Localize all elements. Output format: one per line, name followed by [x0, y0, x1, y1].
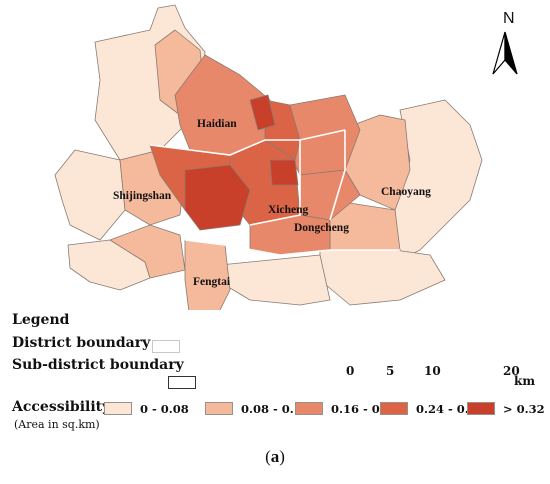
north-label: N [503, 10, 515, 27]
region-south [219, 254, 331, 306]
region-core-north [249, 94, 276, 131]
scale-tick-10: 10 [424, 364, 441, 378]
legend-class-label-1: 0 - 0.08 [140, 402, 189, 416]
region-far-west [54, 149, 126, 241]
choropleth-map [54, 4, 518, 310]
region-fengtai-south [184, 239, 231, 310]
legend-district-boundary-label: District boundary [12, 335, 151, 351]
region-south-east [319, 244, 446, 306]
district-label-haidian: Haidian [197, 118, 237, 130]
figure-caption: (a) [265, 447, 285, 466]
legend-class-swatch-5 [467, 402, 495, 415]
legend-sub-district-boundary-swatch [168, 376, 196, 389]
legend-class-label-2: 0.08 - 0.16 [241, 402, 310, 416]
legend-class-swatch-1 [104, 402, 132, 415]
district-label-dongcheng: Dongcheng [294, 222, 349, 234]
scale-tick-20: 20 [503, 364, 520, 378]
legend-area-unit-note: (Area in sq.km) [14, 418, 100, 431]
scale-unit: km [514, 374, 536, 388]
region-east-outer [394, 99, 483, 261]
district-label-shijingshan: Shijingshan [113, 190, 172, 202]
region-core-east [269, 159, 299, 186]
district-label-chaoyang: Chaoyang [381, 186, 431, 198]
north-arrow-icon [492, 31, 518, 75]
legend-class-swatch-2 [205, 402, 233, 415]
region-core-west [184, 164, 251, 231]
district-label-fengtai: Fengtai [193, 276, 231, 288]
legend-district-boundary-swatch [152, 340, 180, 353]
region-xicheng [264, 99, 301, 161]
legend-sub-district-boundary-label: Sub-district boundary [12, 357, 184, 373]
legend-accessibility-label: Accessibility [12, 399, 111, 415]
district-label-xicheng: Xicheng [268, 204, 309, 216]
figure-caption-letter: a [270, 447, 280, 466]
district-boundaries [149, 129, 400, 256]
scale-tick-0: 0 [346, 364, 355, 378]
legend-class-swatch-3 [295, 402, 323, 415]
scale-tick-5: 5 [386, 364, 395, 378]
legend-class-swatch-4 [380, 402, 408, 415]
legend-title: Legend [12, 312, 70, 328]
legend-class-label-5: > 0.32 [503, 402, 545, 416]
